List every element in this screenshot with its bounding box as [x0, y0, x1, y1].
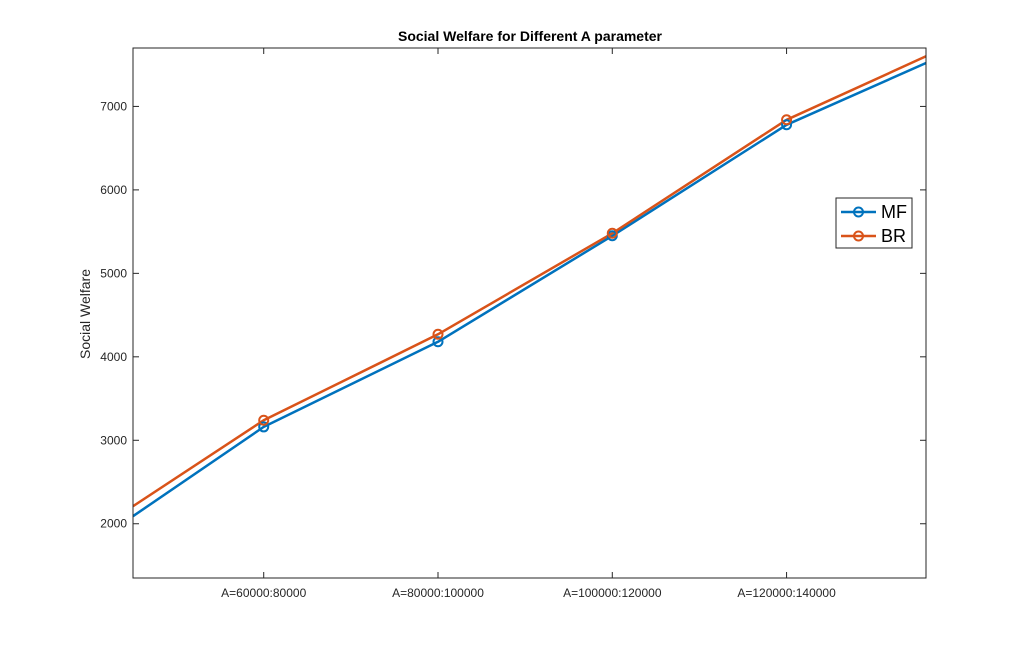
legend-marker-br	[853, 230, 864, 242]
data-point-mf	[258, 421, 270, 433]
y-tick-label: 4000	[100, 350, 127, 364]
y-tick-label: 6000	[100, 183, 127, 197]
series-group	[133, 55, 926, 518]
y-tick-label: 7000	[100, 99, 127, 113]
legend-label-br: BR	[881, 226, 906, 246]
legend: MF BR	[835, 197, 913, 249]
legend-label-mf: MF	[881, 202, 907, 222]
data-point-br	[258, 414, 270, 426]
x-tick-label: A=100000:120000	[563, 586, 662, 600]
chart-title: Social Welfare for Different A parameter	[398, 28, 663, 44]
data-point-br	[606, 227, 618, 239]
series-line-mf	[133, 61, 926, 518]
legend-box	[835, 197, 913, 249]
data-point-mf	[432, 336, 444, 348]
y-axis-label: Social Welfare	[77, 269, 93, 359]
data-point-br	[432, 328, 444, 340]
y-tick-label: 3000	[100, 433, 127, 447]
x-tick-label: A=60000:80000	[221, 586, 306, 600]
y-tick-label: 5000	[100, 266, 127, 280]
legend-marker-mf	[853, 206, 864, 218]
plot-area: 2000 3000 4000 5000 6000 7000 A=60000:80000 A=8…	[100, 47, 927, 600]
x-tick-label: A=80000:100000	[392, 586, 484, 600]
data-point-br	[781, 114, 793, 126]
y-tick-label: 2000	[100, 517, 127, 531]
series-line-br	[133, 55, 926, 508]
axes-box	[132, 47, 927, 579]
x-tick-label: A=120000:140000	[737, 586, 836, 600]
data-point-mf	[781, 119, 793, 131]
